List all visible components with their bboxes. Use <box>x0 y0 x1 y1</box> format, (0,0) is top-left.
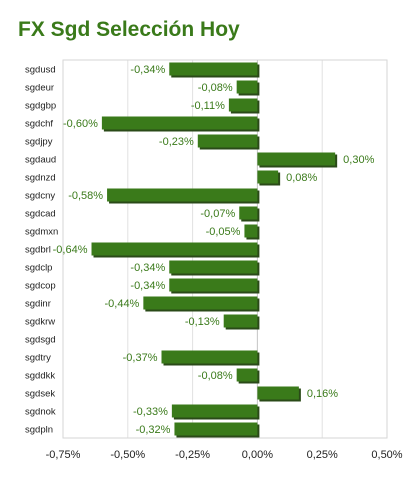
bar <box>244 224 258 238</box>
category-label: sgdbrl <box>25 245 51 256</box>
data-label: -0,11% <box>191 100 225 112</box>
data-label: -0,64% <box>53 244 88 256</box>
bar <box>223 314 258 328</box>
bar <box>169 278 258 292</box>
bar <box>236 368 258 382</box>
bar <box>257 386 299 400</box>
category-label: sgdnzd <box>25 173 56 184</box>
plot-frame <box>62 59 388 439</box>
data-label: -0,33% <box>133 406 168 418</box>
bar <box>174 422 258 436</box>
category-label: sgdcny <box>25 191 55 202</box>
category-label: sgdjpy <box>25 137 53 148</box>
category-label: sgdchf <box>25 119 53 130</box>
bar <box>143 296 258 310</box>
data-label: -0,34% <box>130 262 165 274</box>
data-label: -0,34% <box>130 64 165 76</box>
category-label: sgdsek <box>25 389 55 400</box>
data-label: -0,44% <box>104 298 139 310</box>
data-label: -0,13% <box>185 316 220 328</box>
data-label: -0,37% <box>123 352 158 364</box>
x-tick-label: -0,75% <box>46 449 81 461</box>
category-label: sgdinr <box>25 299 51 310</box>
bar <box>101 116 258 130</box>
category-label: sgdaud <box>25 155 56 166</box>
category-label: sgdmxn <box>25 227 58 238</box>
category-label: sgdpln <box>25 425 53 436</box>
data-label: -0,23% <box>159 136 194 148</box>
chart-title: FX Sgd Selección Hoy <box>18 18 240 41</box>
data-label: -0,08% <box>198 370 233 382</box>
category-label: sgdcop <box>25 281 56 292</box>
data-label: -0,05% <box>206 226 241 238</box>
category-label: sgdclp <box>25 263 52 274</box>
data-label: -0,07% <box>200 208 235 220</box>
data-label: 0,08% <box>286 172 317 184</box>
x-tick-label: 0,50% <box>371 449 402 461</box>
data-label: 0,16% <box>307 388 338 400</box>
bar <box>197 134 258 148</box>
data-label: -0,08% <box>198 82 233 94</box>
data-label: -0,60% <box>63 118 98 130</box>
bar <box>236 80 258 94</box>
bar <box>257 152 336 166</box>
x-tick-label: -0,50% <box>110 449 145 461</box>
bar <box>91 242 258 256</box>
category-label: sgdsgd <box>25 335 56 346</box>
x-tick-label: 0,25% <box>307 449 338 461</box>
bar <box>169 260 258 274</box>
data-label: -0,34% <box>130 280 165 292</box>
category-label: sgdgbp <box>25 101 56 112</box>
bar <box>257 170 279 184</box>
category-label: sgdnok <box>25 407 56 418</box>
x-tick-label: 0,00% <box>242 449 273 461</box>
bar <box>239 206 258 220</box>
bar <box>228 98 258 112</box>
bar <box>169 62 258 76</box>
bar <box>107 188 258 202</box>
data-label: 0,30% <box>343 154 374 166</box>
data-label: -0,32% <box>136 424 171 436</box>
category-label: sgdeur <box>25 83 54 94</box>
category-label: sgdtry <box>25 353 51 364</box>
x-tick-label: -0,25% <box>175 449 210 461</box>
bar <box>161 350 258 364</box>
data-label: -0,58% <box>68 190 103 202</box>
category-label: sgdkrw <box>25 317 55 328</box>
category-label: sgdcad <box>25 209 56 220</box>
category-label: sgddkk <box>25 371 55 382</box>
bar <box>171 404 258 418</box>
category-label: sgdusd <box>25 65 56 76</box>
